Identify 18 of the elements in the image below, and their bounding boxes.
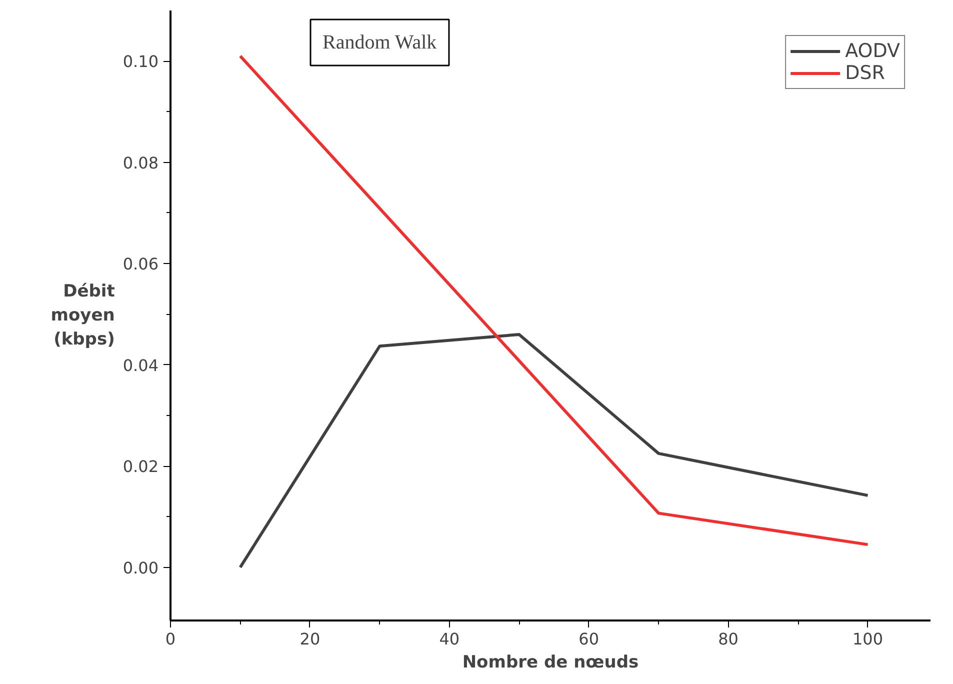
x-tick-label: 40	[439, 630, 460, 648]
y-tick-label: 0.04	[122, 356, 158, 375]
y-tick-label: 0.06	[122, 254, 158, 274]
line-series	[238, 332, 870, 569]
x-tick-label: 20	[300, 630, 320, 648]
text: Random Walk	[322, 32, 437, 54]
legend-label: DSR	[845, 62, 885, 84]
y-tick-label: 0.00	[122, 558, 158, 578]
x-tick-label: 60	[578, 630, 600, 648]
y-tick-label: 0.10	[122, 52, 158, 72]
x-axis-title: Nombre de nœuds	[462, 652, 639, 672]
y-tick-label: 0.02	[122, 457, 158, 476]
y-axis-title: Débit moyen (kbps)	[50, 282, 115, 350]
x-tick-label: 0	[165, 630, 176, 648]
legend-label: AODV	[845, 40, 900, 62]
x-tick-label: 100	[852, 630, 884, 648]
y-tick-label: 0.08	[122, 153, 158, 172]
x-tick-label: 80	[718, 630, 738, 648]
